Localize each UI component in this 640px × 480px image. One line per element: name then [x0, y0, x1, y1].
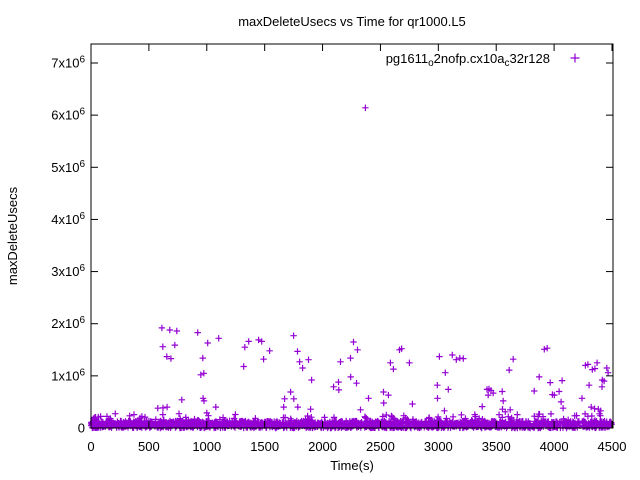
plot-border [90, 43, 614, 429]
x-tick-label: 4500 [598, 439, 627, 454]
x-tick-label: 3500 [482, 439, 511, 454]
y-tick-label: 7x106 [51, 55, 85, 71]
y-tick-label: 4x106 [51, 211, 85, 227]
x-tick-label: 0 [87, 439, 94, 454]
y-tick-label: 3x106 [51, 263, 85, 279]
x-tick-label: 500 [138, 439, 160, 454]
x-tick-label: 2000 [308, 439, 337, 454]
x-tick-label: 3000 [424, 439, 453, 454]
legend-marker-plus-icon [570, 53, 580, 63]
x-axis-label: Time(s) [330, 458, 374, 473]
legend-label-sub1: o [428, 58, 434, 69]
y-tick-label: 5x106 [51, 159, 85, 175]
legend-label-part3: 32r128 [510, 51, 550, 66]
y-tick-label: 2x106 [51, 315, 85, 331]
y-tick-label: 0 [78, 421, 85, 436]
x-tick-label: 2500 [366, 439, 395, 454]
x-tick-label: 1000 [192, 439, 221, 454]
data-points-outliers [154, 104, 612, 422]
y-tick-label: 1x106 [51, 367, 85, 383]
legend-label-part1: pg1611 [386, 51, 428, 66]
legend-label-part2: 2nofp.cx10a [434, 51, 506, 66]
chart-layer: 0 500 1000 1500 2000 2500 3000 3500 4000 4500 0 1x1… [51, 43, 627, 454]
x-tick-label: 4000 [540, 439, 569, 454]
y-axis-label: maxDeleteUsecs [5, 186, 20, 285]
legend-label-sub2: c [505, 58, 510, 69]
chart-title: maxDeleteUsecs vs Time for qr1000.L5 [238, 14, 466, 29]
x-tick-label: 1500 [250, 439, 279, 454]
y-tick-label: 6x106 [51, 107, 85, 123]
legend-label: pg1611o2nofp.cx10ac32r128 [386, 51, 550, 69]
